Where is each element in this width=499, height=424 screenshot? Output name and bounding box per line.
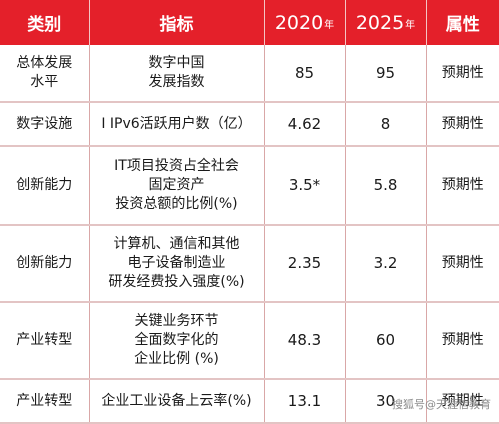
header-year-2020: 2020年	[264, 0, 346, 45]
indicator-text: 固定资产	[148, 177, 205, 193]
category-cell: 数字设施	[0, 102, 90, 147]
value-2025-cell: 30	[345, 379, 427, 424]
value-2020-cell: 48.3	[264, 302, 346, 380]
indicator-text: 企业比例 (%)	[134, 351, 219, 367]
category-cell: 创新能力	[0, 225, 90, 303]
attribute-cell: 预期性	[426, 302, 499, 380]
value-2020-cell: 3.5*	[264, 146, 346, 226]
value-2020-cell: 4.62	[264, 102, 346, 147]
table-row: 创新能力 计算机、通信和其他 电子设备制造业 研发经费投入强度(%) 2.35 …	[0, 225, 499, 303]
category-text: 创新能力	[16, 255, 73, 271]
table-row: 创新能力 IT项目投资占全社会 固定资产 投资总额的比例(%) 3.5* 5.8…	[0, 146, 499, 226]
category-cell: 总体发展 水平	[0, 45, 90, 103]
indicator-text: 投资总额的比例(%)	[115, 196, 238, 212]
attribute-cell: 预期性	[426, 102, 499, 147]
header-category: 类别	[0, 0, 90, 45]
value-2020-cell: 13.1	[264, 379, 346, 424]
indicator-cell: IT项目投资占全社会 固定资产 投资总额的比例(%)	[89, 146, 265, 226]
value-2025-cell: 8	[345, 102, 427, 147]
value-2020-cell: 2.35	[264, 225, 346, 303]
indicator-cell: 关键业务环节 全面数字化的 企业比例 (%)	[89, 302, 265, 380]
attribute-cell: 预期性	[426, 45, 499, 103]
indicator-text: 全面数字化的	[134, 332, 219, 348]
category-text: 产业转型	[16, 332, 73, 348]
table-header-row: 类别 指标 2020年 2025年 属性	[0, 0, 499, 45]
category-cell: 创新能力	[0, 146, 90, 226]
indicator-text: 发展指数	[148, 74, 205, 90]
table-row: 数字设施 I IPv6活跃用户数（亿） 4.62 8 预期性	[0, 102, 499, 147]
attribute-cell: 预期性	[426, 225, 499, 303]
header-year-2025: 2025年	[345, 0, 427, 45]
category-text: 总体发展	[16, 55, 73, 71]
attribute-cell: 预期性	[426, 146, 499, 226]
indicator-text: 企业工业设备上云率(%)	[101, 392, 252, 409]
value-2020-cell: 85	[264, 45, 346, 103]
header-attribute: 属性	[426, 0, 499, 45]
header-year-2025-suffix: 年	[405, 19, 416, 31]
table-row: 产业转型 关键业务环节 全面数字化的 企业比例 (%) 48.3 60 预期性	[0, 302, 499, 380]
indicator-text: 计算机、通信和其他	[113, 236, 240, 252]
indicator-cell: 企业工业设备上云率(%)	[89, 379, 265, 424]
value-2025-cell: 5.8	[345, 146, 427, 226]
value-2025-cell: 3.2	[345, 225, 427, 303]
attribute-cell: 预期性	[426, 379, 499, 424]
indicator-cell: I IPv6活跃用户数（亿）	[89, 102, 265, 147]
indicator-text: 关键业务环节	[134, 313, 219, 329]
indicator-text: 数字中国	[148, 55, 205, 71]
header-year-2020-suffix: 年	[324, 19, 335, 31]
indicator-text: 研发经费投入强度(%)	[108, 274, 245, 290]
indicator-text: I IPv6活跃用户数（亿）	[101, 115, 252, 132]
indicator-text: IT项目投资占全社会	[114, 158, 239, 174]
header-year-2020-number: 2020	[274, 11, 324, 34]
value-2025-cell: 95	[345, 45, 427, 103]
value-2025-cell: 60	[345, 302, 427, 380]
header-year-2025-number: 2025	[355, 11, 405, 34]
category-cell: 产业转型	[0, 302, 90, 380]
category-text: 产业转型	[16, 392, 73, 409]
category-text: 创新能力	[16, 177, 73, 193]
indicator-cell: 计算机、通信和其他 电子设备制造业 研发经费投入强度(%)	[89, 225, 265, 303]
indicator-cell: 数字中国 发展指数	[89, 45, 265, 103]
table-row: 总体发展 水平 数字中国 发展指数 85 95 预期性	[0, 45, 499, 103]
category-text: 水平	[30, 74, 59, 90]
watermark: 搜狐号@天涯信教育	[392, 398, 491, 411]
indicator-text: 电子设备制造业	[127, 255, 226, 271]
table-row: 产业转型 企业工业设备上云率(%) 13.1 30 预期性	[0, 379, 499, 424]
category-cell: 产业转型	[0, 379, 90, 424]
header-indicator: 指标	[89, 0, 265, 45]
category-text: 数字设施	[16, 115, 73, 132]
